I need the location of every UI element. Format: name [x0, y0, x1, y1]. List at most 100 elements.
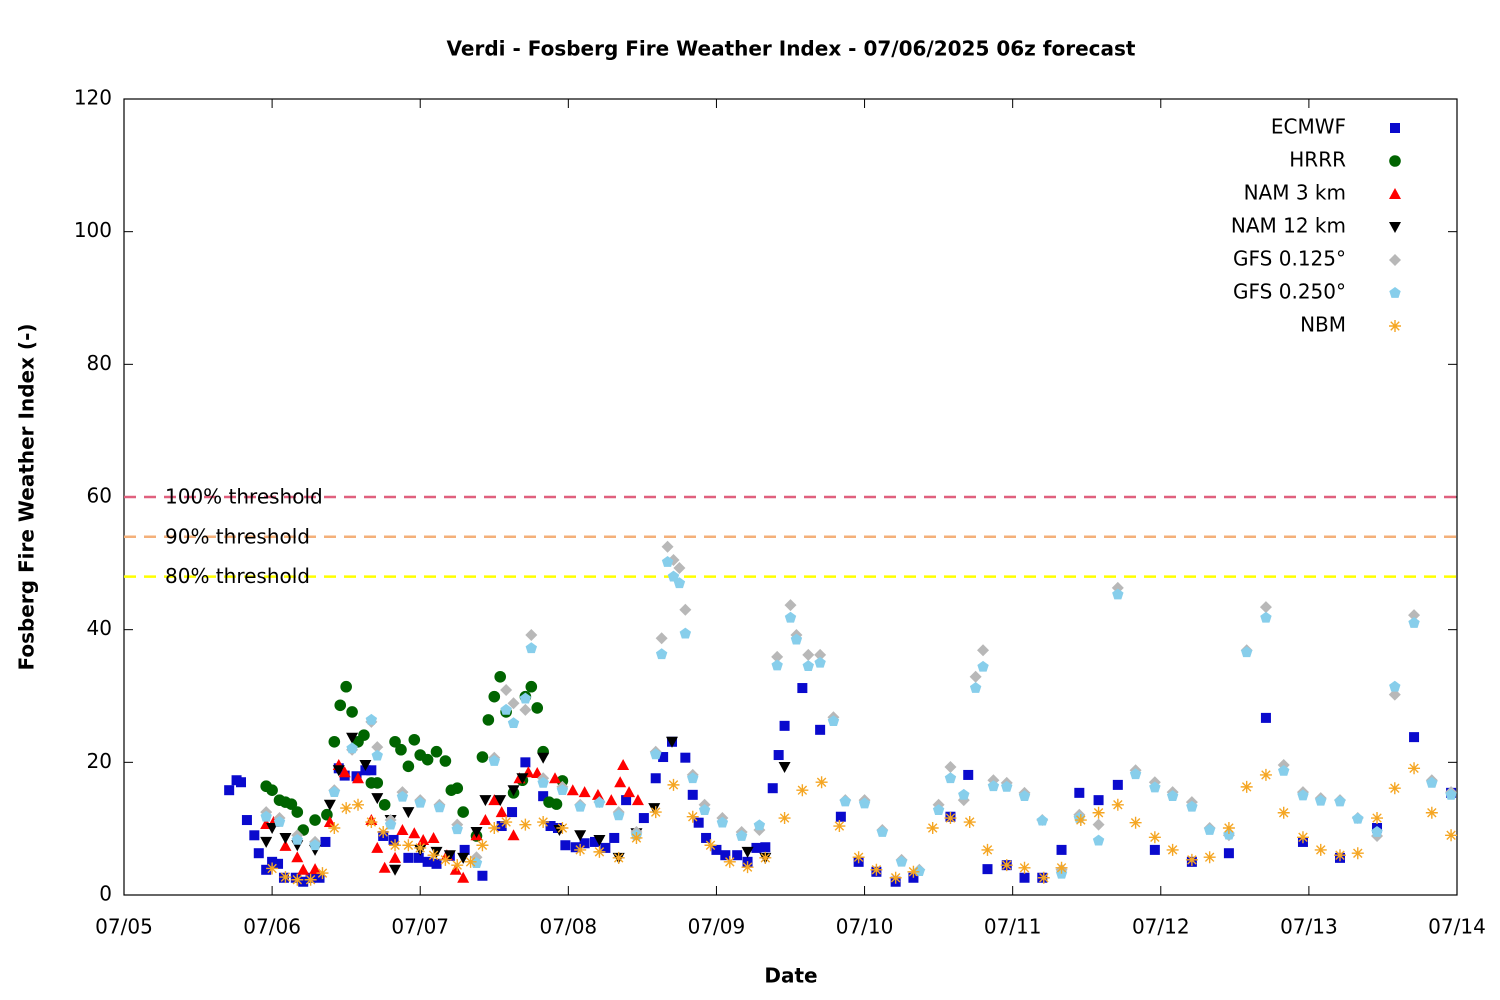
data-point [1371, 812, 1384, 825]
x-axis-label: Date [764, 964, 817, 988]
legend-label: GFS 0.250° [1233, 280, 1346, 304]
data-point [609, 832, 620, 843]
data-point [987, 780, 1000, 792]
data-point [1315, 794, 1327, 806]
data-point [852, 851, 865, 864]
data-point [778, 812, 791, 825]
data-point [895, 855, 908, 867]
data-point [1352, 812, 1364, 824]
data-point [1222, 822, 1235, 835]
data-point [977, 644, 990, 657]
data-point [500, 703, 512, 715]
data-point [784, 599, 797, 612]
data-point [519, 692, 532, 704]
data-point [459, 844, 470, 855]
data-point [1092, 834, 1105, 846]
data-point [963, 769, 974, 780]
data-point [389, 851, 402, 863]
data-point [291, 806, 304, 818]
data-point [591, 788, 604, 800]
legend-label: NBM [1300, 313, 1346, 337]
data-point [1445, 788, 1457, 800]
data-point [1259, 601, 1272, 614]
x-tick-label: 07/14 [1428, 915, 1486, 939]
data-point [1408, 617, 1420, 628]
data-point [1018, 790, 1031, 802]
legend-marker [1389, 222, 1401, 233]
data-point [574, 800, 586, 812]
data-point [316, 867, 329, 880]
y-tick-label: 20 [87, 749, 112, 773]
data-point [760, 842, 771, 853]
data-point [427, 831, 440, 843]
data-point [285, 798, 298, 810]
data-point [1334, 795, 1346, 807]
data-point [279, 871, 292, 884]
data-point [403, 852, 414, 863]
legend-label: NAM 12 km [1231, 214, 1346, 238]
data-point [593, 845, 606, 858]
data-point [814, 656, 826, 668]
data-point [1112, 779, 1123, 790]
data-point [525, 642, 538, 654]
data-point [1351, 847, 1364, 860]
data-point [1371, 825, 1383, 837]
data-point [332, 765, 345, 777]
data-point [556, 784, 569, 796]
legend-marker [1389, 188, 1401, 199]
data-point [457, 852, 470, 864]
data-point [1260, 712, 1271, 723]
data-point [433, 801, 446, 813]
legend-marker [1389, 254, 1401, 266]
data-point [621, 795, 632, 806]
y-axis-label: Fosberg Fire Weather Index (-) [15, 323, 39, 670]
data-point [716, 816, 729, 828]
data-point [958, 788, 970, 800]
data-point [679, 627, 692, 639]
data-point [1074, 787, 1085, 798]
data-point [661, 540, 674, 553]
data-point [589, 836, 600, 847]
data-point [1112, 588, 1124, 600]
data-point [963, 816, 976, 829]
data-point [537, 752, 550, 764]
data-point [566, 784, 579, 796]
data-point [944, 760, 957, 773]
data-point [814, 648, 827, 661]
data-point [1296, 831, 1309, 844]
data-point [371, 793, 384, 805]
data-point [617, 758, 630, 770]
data-point [673, 561, 686, 574]
data-point [537, 816, 550, 829]
data-point [701, 832, 712, 843]
data-point [408, 827, 421, 839]
data-point [236, 777, 247, 788]
data-point [638, 813, 649, 824]
data-point [858, 797, 871, 809]
data-point [389, 839, 402, 852]
data-point [1055, 861, 1068, 874]
data-point [687, 789, 698, 800]
legend-marker [1390, 123, 1400, 133]
data-point [833, 820, 846, 833]
x-tick-label: 07/12 [1132, 915, 1190, 939]
y-tick-label: 80 [87, 351, 112, 375]
data-point [1223, 848, 1234, 859]
x-tick-label: 07/10 [836, 915, 894, 939]
data-point [981, 843, 994, 856]
data-point [600, 842, 611, 853]
data-point [771, 659, 783, 671]
data-point [593, 834, 606, 846]
data-point [650, 748, 662, 760]
data-point [779, 720, 790, 731]
data-point [488, 794, 501, 806]
data-point [1277, 806, 1290, 819]
data-point [431, 858, 442, 869]
data-point [279, 839, 292, 851]
data-point [870, 863, 883, 876]
data-point [253, 848, 264, 859]
data-point [735, 829, 748, 841]
data-point [741, 861, 754, 874]
